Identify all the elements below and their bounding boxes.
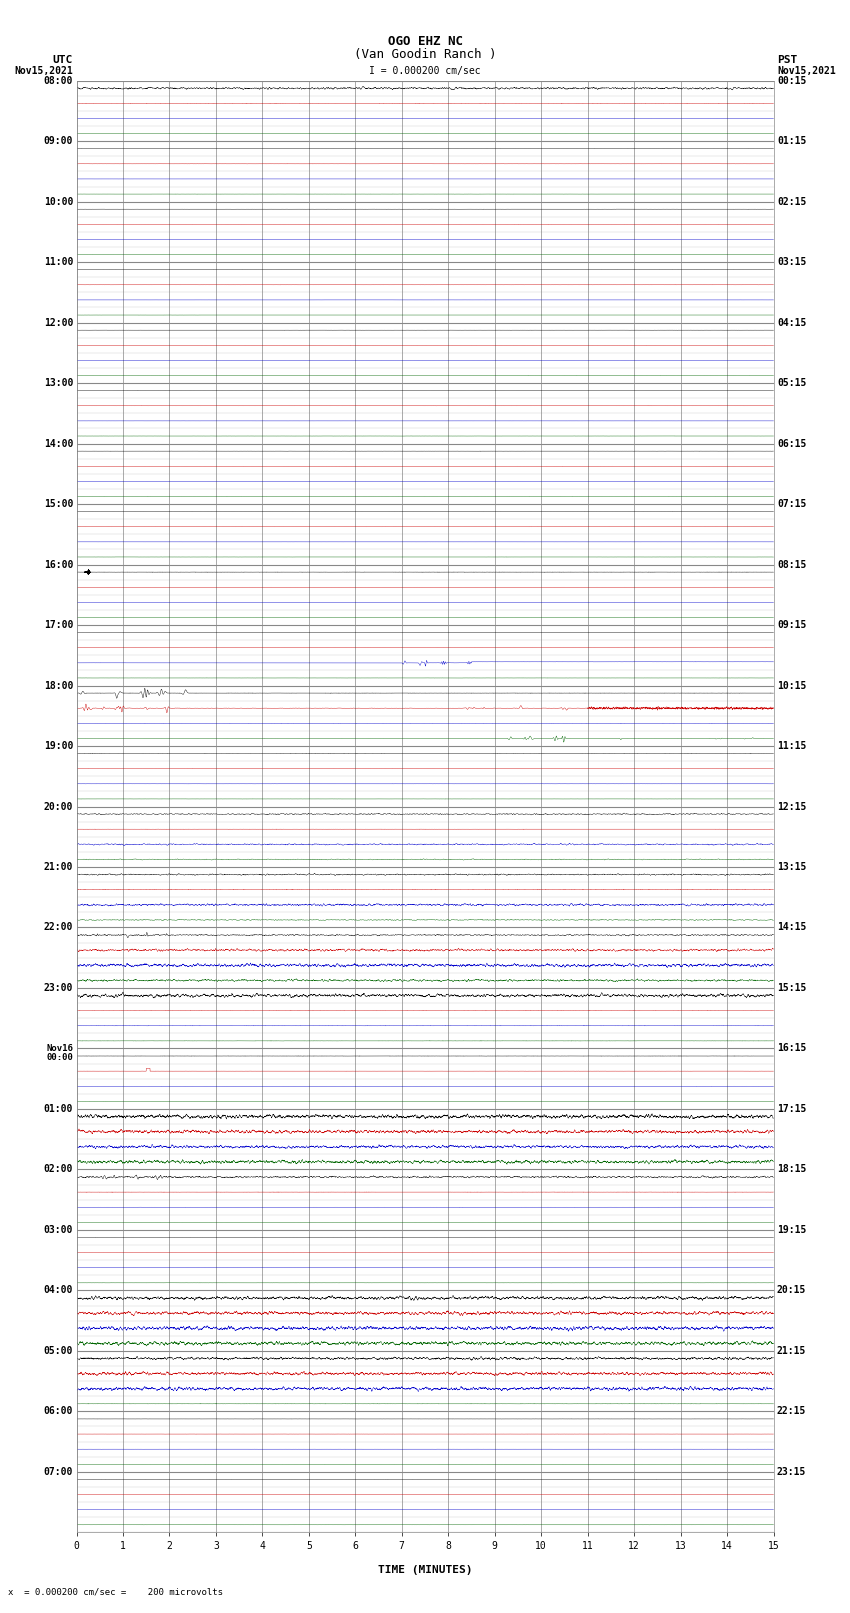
- Text: 12:00: 12:00: [43, 318, 73, 327]
- Text: 18:15: 18:15: [777, 1165, 807, 1174]
- Text: 20:00: 20:00: [43, 802, 73, 811]
- Text: 23:15: 23:15: [777, 1466, 807, 1478]
- Text: 21:15: 21:15: [777, 1345, 807, 1357]
- Text: 17:15: 17:15: [777, 1103, 807, 1115]
- Text: 09:00: 09:00: [43, 135, 73, 147]
- Text: 01:15: 01:15: [777, 135, 807, 147]
- Text: 20:15: 20:15: [777, 1286, 807, 1295]
- Text: 00:15: 00:15: [777, 76, 807, 85]
- Text: 07:00: 07:00: [43, 1466, 73, 1478]
- Text: x  = 0.000200 cm/sec =    200 microvolts: x = 0.000200 cm/sec = 200 microvolts: [8, 1587, 224, 1597]
- Text: 13:15: 13:15: [777, 861, 807, 873]
- Text: 01:00: 01:00: [43, 1103, 73, 1115]
- Text: 03:00: 03:00: [43, 1224, 73, 1236]
- Text: 02:00: 02:00: [43, 1165, 73, 1174]
- Text: 10:15: 10:15: [777, 681, 807, 690]
- Text: Nov16: Nov16: [46, 1044, 73, 1053]
- Text: OGO EHZ NC: OGO EHZ NC: [388, 35, 462, 48]
- Text: I = 0.000200 cm/sec: I = 0.000200 cm/sec: [369, 66, 481, 76]
- Text: 22:15: 22:15: [777, 1407, 807, 1416]
- Text: 14:15: 14:15: [777, 923, 807, 932]
- Text: 02:15: 02:15: [777, 197, 807, 206]
- Text: 15:00: 15:00: [43, 498, 73, 510]
- Text: 00:00: 00:00: [46, 1053, 73, 1063]
- Text: 08:15: 08:15: [777, 560, 807, 569]
- Text: 21:00: 21:00: [43, 861, 73, 873]
- Text: 19:15: 19:15: [777, 1224, 807, 1236]
- Text: TIME (MINUTES): TIME (MINUTES): [377, 1565, 473, 1574]
- Text: 11:00: 11:00: [43, 256, 73, 268]
- Text: Nov15,2021: Nov15,2021: [777, 66, 836, 76]
- Text: 12:15: 12:15: [777, 802, 807, 811]
- Text: 16:15: 16:15: [777, 1044, 807, 1053]
- Text: 18:00: 18:00: [43, 681, 73, 690]
- Text: 05:15: 05:15: [777, 377, 807, 389]
- Text: 14:00: 14:00: [43, 439, 73, 448]
- Text: 13:00: 13:00: [43, 377, 73, 389]
- Text: 08:00: 08:00: [43, 76, 73, 85]
- Text: 07:15: 07:15: [777, 498, 807, 510]
- Text: 22:00: 22:00: [43, 923, 73, 932]
- Text: 15:15: 15:15: [777, 982, 807, 994]
- Text: (Van Goodin Ranch ): (Van Goodin Ranch ): [354, 48, 496, 61]
- Text: 23:00: 23:00: [43, 982, 73, 994]
- Text: 06:15: 06:15: [777, 439, 807, 448]
- Text: 05:00: 05:00: [43, 1345, 73, 1357]
- Text: Nov15,2021: Nov15,2021: [14, 66, 73, 76]
- Text: 11:15: 11:15: [777, 740, 807, 752]
- Text: 17:00: 17:00: [43, 619, 73, 631]
- Text: 10:00: 10:00: [43, 197, 73, 206]
- Text: UTC: UTC: [53, 55, 73, 65]
- Text: 03:15: 03:15: [777, 256, 807, 268]
- Text: 04:00: 04:00: [43, 1286, 73, 1295]
- Text: 09:15: 09:15: [777, 619, 807, 631]
- Text: 06:00: 06:00: [43, 1407, 73, 1416]
- Text: PST: PST: [777, 55, 797, 65]
- Text: 16:00: 16:00: [43, 560, 73, 569]
- Text: 19:00: 19:00: [43, 740, 73, 752]
- Text: 04:15: 04:15: [777, 318, 807, 327]
